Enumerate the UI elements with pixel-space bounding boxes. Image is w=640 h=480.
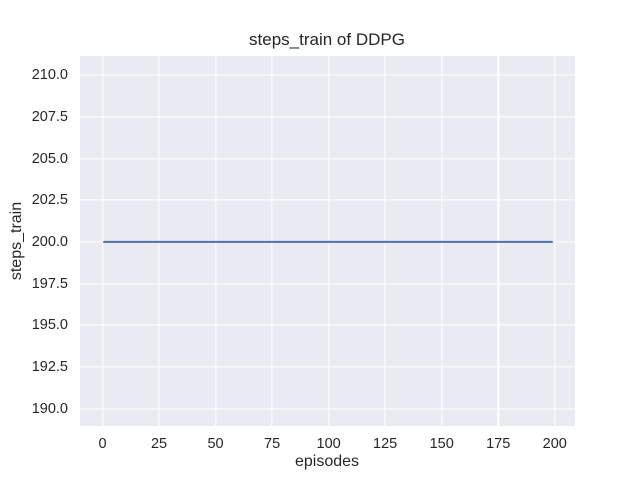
series-line-steps_train: [102, 240, 553, 243]
y-tick-label: 202.5: [31, 192, 68, 209]
x-tick-label: 175: [486, 436, 511, 452]
horizontal-gridline: [80, 74, 575, 76]
horizontal-gridline: [80, 157, 575, 160]
x-tick-label: 200: [542, 436, 567, 452]
x-tick-label: 150: [429, 436, 454, 452]
x-tick-label: 100: [316, 436, 341, 452]
y-tick-label: 210.0: [31, 67, 68, 84]
horizontal-gridline: [80, 282, 575, 285]
x-tick-label: 75: [264, 436, 281, 452]
x-axis-title: episodes: [294, 453, 360, 470]
x-tick-label: 25: [150, 436, 168, 452]
horizontal-gridline: [80, 324, 575, 326]
plot-area: [80, 56, 575, 426]
y-axis-title: steps_train: [8, 201, 25, 281]
x-tick-label: 125: [373, 436, 398, 452]
horizontal-gridline: [80, 199, 575, 201]
chart-title: steps_train of DDPG: [249, 30, 405, 49]
vertical-gridline: [554, 56, 556, 426]
y-tick-label: 190.0: [31, 400, 68, 417]
y-tick-label: 192.5: [31, 358, 68, 375]
x-tick-label: 0: [98, 436, 107, 452]
horizontal-gridline: [80, 407, 575, 410]
y-tick-label: 205.0: [31, 150, 68, 167]
y-tick-label: 197.5: [31, 275, 68, 292]
horizontal-gridline: [80, 116, 575, 118]
horizontal-gridline: [80, 366, 575, 368]
x-tick-label: 50: [207, 436, 224, 452]
y-tick-label: 200.0: [31, 233, 68, 250]
y-tick-label: 207.5: [31, 108, 68, 125]
y-tick-label: 195.0: [31, 317, 68, 334]
